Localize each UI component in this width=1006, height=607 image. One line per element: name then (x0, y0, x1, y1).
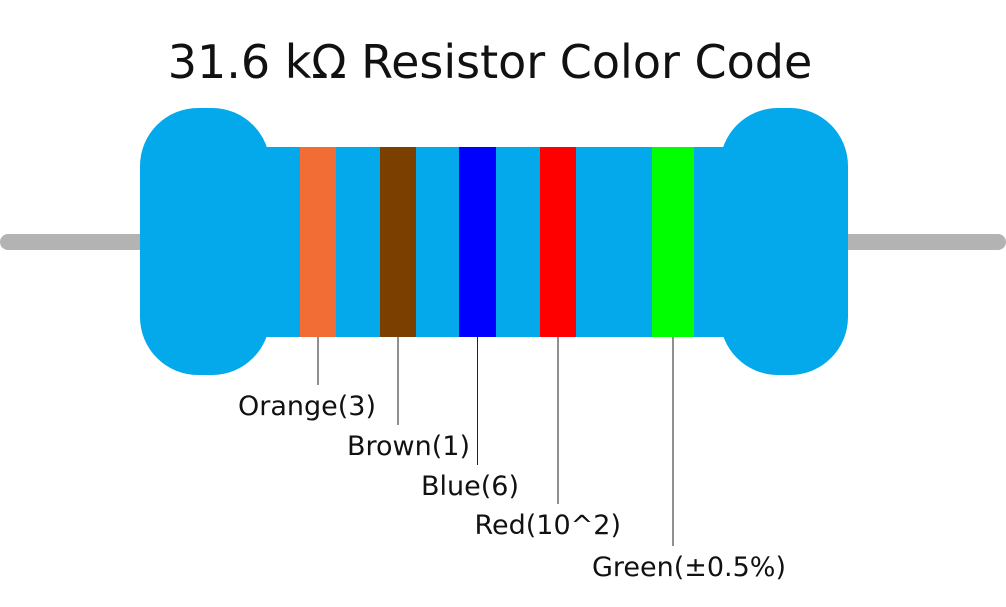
title: 31.6 kΩ Resistor Color Code (168, 35, 813, 89)
bands: Orange(3) Brown(1) Blue(6) Red(10^2) Green(±… (238, 147, 786, 583)
color-band (652, 147, 694, 337)
band-label: Brown(1) (347, 431, 470, 462)
color-band (300, 147, 336, 337)
band-label: Green(±0.5%) (592, 552, 786, 583)
color-band (459, 147, 496, 337)
color-band (380, 147, 416, 337)
band-label: Red(10^2) (474, 510, 621, 541)
band-label: Orange(3) (238, 391, 376, 422)
band-label: Blue(6) (421, 471, 519, 502)
left-cap (140, 108, 270, 375)
color-band (540, 147, 576, 337)
right-cap (720, 108, 848, 375)
